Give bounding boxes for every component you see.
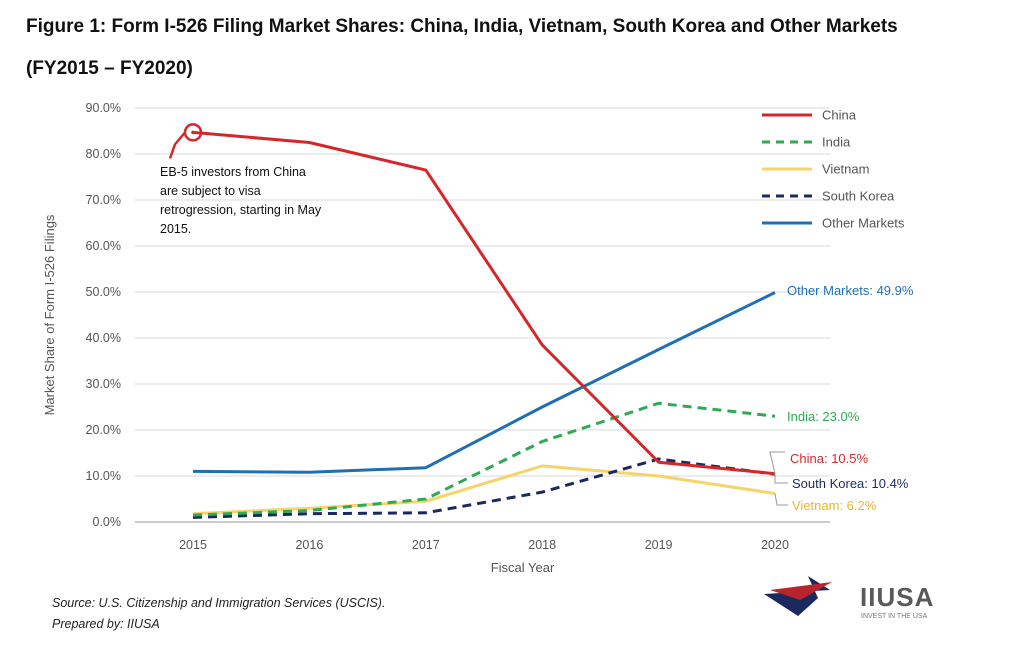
- y-tick-label: 0.0%: [93, 515, 122, 529]
- y-tick-label: 80.0%: [86, 147, 121, 161]
- end-label-leader: [774, 493, 788, 506]
- legend-label-china: China: [822, 108, 857, 123]
- legend-label-india: India: [822, 135, 851, 150]
- end-label-leader: [774, 474, 788, 484]
- series-line-vietnam: [192, 464, 776, 516]
- x-tick-label: 2016: [295, 538, 323, 552]
- x-tick-label: 2018: [528, 538, 556, 552]
- china-annotation: EB-5 investors from China are subject to …: [160, 123, 322, 236]
- y-tick-label: 60.0%: [86, 239, 121, 253]
- logo-tagline: INVEST IN THE USA: [861, 613, 928, 620]
- x-tick-label: 2019: [645, 538, 673, 552]
- end-label-vietnam: Vietnam: 6.2%: [792, 498, 877, 513]
- series-line-india: [192, 401, 776, 517]
- x-tick-label: 2020: [761, 538, 789, 552]
- x-tick-label: 2015: [179, 538, 207, 552]
- end-label-south-korea: South Korea: 10.4%: [792, 476, 909, 491]
- y-tick-label: 10.0%: [86, 469, 121, 483]
- annotation-text-line: 2015.: [160, 222, 191, 236]
- end-label-leader: [769, 451, 785, 474]
- figure-title: Figure 1: Form I-526 Filing Market Share…: [26, 16, 898, 37]
- y-tick-label: 30.0%: [86, 377, 121, 391]
- annotation-text-line: retrogression, starting in May: [160, 203, 322, 217]
- y-tick-label: 40.0%: [86, 331, 121, 345]
- y-axis-label: Market Share of Form I-526 Filings: [42, 214, 57, 415]
- y-tick-label: 70.0%: [86, 193, 121, 207]
- annotation-dot: [191, 130, 195, 135]
- legend: China India Vietnam South Korea Other Market…: [762, 108, 905, 231]
- series-line-south-korea: [192, 457, 776, 519]
- logo-stripe-shape: [770, 582, 832, 600]
- end-label-india: India: 23.0%: [787, 409, 860, 424]
- series-lines: [192, 130, 776, 519]
- y-axis-ticks: 0.0% 10.0% 20.0% 30.0% 40.0% 50.0% 60.0% 70.0% 8…: [86, 101, 121, 529]
- annotation-text-line: are subject to visa: [160, 184, 261, 198]
- annotation-text-line: EB-5 investors from China: [160, 165, 306, 179]
- logo-name: IIUSA: [860, 582, 934, 612]
- x-tick-label: 2017: [412, 538, 440, 552]
- x-axis-ticks: 2015 2016 2017 2018 2019 2020: [179, 538, 789, 552]
- end-label-other-markets: Other Markets: 49.9%: [787, 283, 914, 298]
- series-line-other-markets: [192, 291, 776, 474]
- end-labels: China: 10.5% India: 23.0% Vietnam: 6.2% Sou…: [769, 283, 914, 513]
- gridlines: [135, 107, 830, 477]
- series-line-china: [192, 130, 776, 476]
- x-axis-label: Fiscal Year: [491, 560, 555, 575]
- legend-label-south-korea: South Korea: [822, 189, 895, 204]
- iiusa-logo: IIUSA INVEST IN THE USA: [764, 576, 934, 620]
- annotation-leader: [168, 131, 186, 159]
- y-tick-label: 50.0%: [86, 285, 121, 299]
- legend-label-vietnam: Vietnam: [822, 162, 869, 177]
- y-tick-label: 20.0%: [86, 423, 121, 437]
- prepared-by-note: Prepared by: IIUSA: [52, 617, 160, 631]
- source-note: Source: U.S. Citizenship and Immigration…: [52, 596, 386, 610]
- figure-subtitle: (FY2015 – FY2020): [26, 58, 193, 79]
- legend-label-other-markets: Other Markets: [822, 216, 905, 231]
- end-label-china: China: 10.5%: [790, 451, 868, 466]
- y-tick-label: 90.0%: [86, 101, 121, 115]
